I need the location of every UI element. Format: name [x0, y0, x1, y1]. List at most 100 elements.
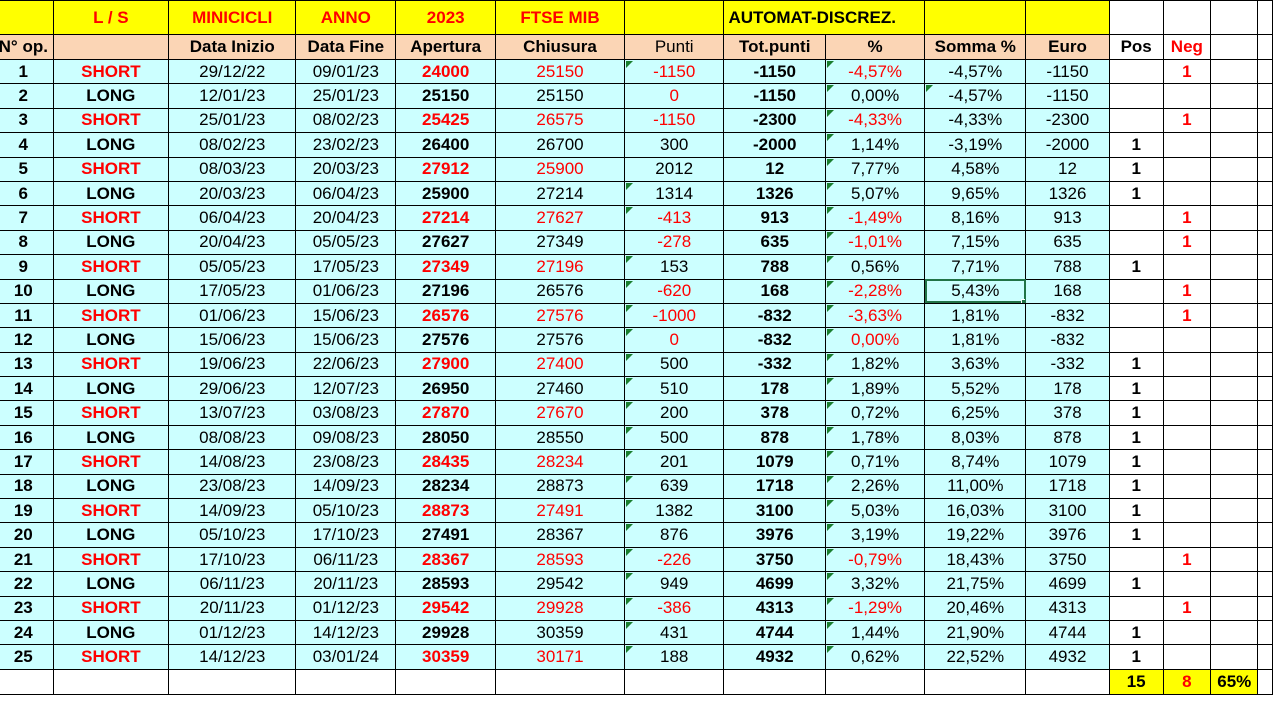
cell-euro[interactable]: -1150 [1025, 58, 1110, 85]
cell-data-fine[interactable]: 20/11/23 [295, 571, 397, 597]
cell-apertura[interactable]: 27349 [395, 254, 497, 280]
empty-cell[interactable] [1210, 619, 1259, 646]
cell-data-inizio[interactable]: 13/07/23 [168, 400, 297, 426]
col-header-somma-pct[interactable]: Somma % [924, 34, 1027, 60]
cell-somma-pct[interactable]: 4,58% [924, 156, 1027, 182]
empty-cell[interactable] [1257, 351, 1273, 378]
cell-data-inizio[interactable]: 06/11/23 [168, 571, 297, 597]
cell-punti[interactable]: 300 [623, 132, 725, 158]
cell-tot-punti[interactable]: 168 [723, 278, 826, 304]
cell-pos[interactable]: 1 [1108, 156, 1164, 182]
cell-chiusura[interactable]: 26575 [495, 107, 625, 134]
cell-pct[interactable]: 3,19% [824, 522, 926, 548]
cell-data-inizio[interactable]: 08/03/23 [168, 156, 297, 182]
cell-punti[interactable]: 200 [623, 400, 725, 426]
empty-cell[interactable] [1257, 595, 1273, 621]
cell-data-inizio[interactable]: 15/06/23 [168, 327, 297, 353]
cell-op-number[interactable]: 19 [0, 498, 54, 524]
col-header-chiusura[interactable]: Chiusura [495, 34, 625, 60]
cell-apertura[interactable]: 25900 [395, 180, 497, 207]
cell-tot-punti[interactable]: 635 [723, 229, 826, 256]
header-minicicli[interactable]: MINICICLI [168, 0, 297, 35]
empty-cell[interactable] [1210, 254, 1259, 280]
cell-tot-punti[interactable]: -832 [723, 302, 826, 329]
cell-somma-pct[interactable]: 16,03% [924, 498, 1027, 524]
cell-pos[interactable]: 1 [1108, 522, 1164, 548]
cell-apertura[interactable]: 28050 [395, 424, 497, 451]
cell-pos[interactable]: 1 [1108, 473, 1164, 500]
cell-pct[interactable]: -1,49% [824, 205, 926, 231]
cell-data-inizio[interactable]: 25/01/23 [168, 107, 297, 134]
cell-apertura[interactable]: 27627 [395, 229, 497, 256]
header-automat[interactable]: AUTOMAT-DISCREZ. [723, 0, 926, 35]
cell-tot-punti[interactable]: -2000 [723, 132, 826, 158]
col-header-punti[interactable]: Punti [623, 34, 725, 60]
cell-op-number[interactable]: 13 [0, 351, 54, 378]
cell-somma-pct[interactable]: 3,63% [924, 351, 1027, 378]
cell-chiusura[interactable]: 27349 [495, 229, 625, 256]
cell-apertura[interactable]: 25150 [395, 83, 497, 109]
cell-pos[interactable]: 1 [1108, 254, 1164, 280]
empty-cell[interactable] [1210, 0, 1259, 35]
cell-punti[interactable]: 0 [623, 327, 725, 353]
empty-cell[interactable] [623, 668, 725, 695]
cell-somma-pct[interactable]: 11,00% [924, 473, 1027, 500]
cell-chiusura[interactable]: 30171 [495, 644, 625, 670]
cell-long-short[interactable]: LONG [52, 522, 170, 548]
cell-pos[interactable] [1108, 83, 1164, 109]
cell-long-short[interactable]: SHORT [52, 400, 170, 426]
empty-cell[interactable] [1257, 229, 1273, 256]
header-anno[interactable]: ANNO [295, 0, 397, 35]
cell-chiusura[interactable]: 27576 [495, 302, 625, 329]
cell-punti[interactable]: 201 [623, 449, 725, 475]
cell-data-fine[interactable]: 23/08/23 [295, 449, 397, 475]
cell-chiusura[interactable]: 28873 [495, 473, 625, 500]
empty-cell[interactable] [1257, 302, 1273, 329]
cell-neg[interactable] [1162, 351, 1212, 378]
cell-data-inizio[interactable]: 12/01/23 [168, 83, 297, 109]
cell-chiusura[interactable]: 29928 [495, 595, 625, 621]
empty-cell[interactable] [1257, 58, 1273, 85]
cell-long-short[interactable]: LONG [52, 180, 170, 207]
cell-punti[interactable]: 1382 [623, 498, 725, 524]
cell-tot-punti[interactable]: 4744 [723, 619, 826, 646]
cell-tot-punti[interactable]: -2300 [723, 107, 826, 134]
cell-punti[interactable]: -1000 [623, 302, 725, 329]
empty-cell[interactable] [1257, 83, 1273, 109]
cell-apertura[interactable]: 28367 [395, 546, 497, 573]
cell-pos[interactable] [1108, 278, 1164, 304]
cell-chiusura[interactable]: 27670 [495, 400, 625, 426]
cell-data-fine[interactable]: 01/06/23 [295, 278, 397, 304]
cell-data-inizio[interactable]: 14/08/23 [168, 449, 297, 475]
cell-punti[interactable]: -413 [623, 205, 725, 231]
cell-pos[interactable]: 1 [1108, 132, 1164, 158]
cell-punti[interactable]: -620 [623, 278, 725, 304]
cell-data-inizio[interactable]: 23/08/23 [168, 473, 297, 500]
cell-apertura[interactable]: 26576 [395, 302, 497, 329]
cell-long-short[interactable]: LONG [52, 229, 170, 256]
cell-neg[interactable] [1162, 449, 1212, 475]
cell-chiusura[interactable]: 28367 [495, 522, 625, 548]
cell-pos[interactable] [1108, 546, 1164, 573]
cell-tot-punti[interactable]: 3750 [723, 546, 826, 573]
header-empty-cell[interactable] [0, 0, 54, 35]
cell-somma-pct[interactable]: 1,81% [924, 327, 1027, 353]
cell-long-short[interactable]: LONG [52, 571, 170, 597]
cell-euro[interactable]: 913 [1025, 205, 1110, 231]
cell-op-number[interactable]: 20 [0, 522, 54, 548]
cell-chiusura[interactable]: 29542 [495, 571, 625, 597]
cell-apertura[interactable]: 28593 [395, 571, 497, 597]
cell-pct[interactable]: 5,07% [824, 180, 926, 207]
header-empty-cell[interactable] [1025, 0, 1110, 35]
empty-cell[interactable] [1210, 205, 1259, 231]
cell-long-short[interactable]: SHORT [52, 546, 170, 573]
empty-cell[interactable] [0, 668, 54, 695]
cell-op-number[interactable]: 23 [0, 595, 54, 621]
cell-data-inizio[interactable]: 20/11/23 [168, 595, 297, 621]
cell-op-number[interactable]: 18 [0, 473, 54, 500]
cell-pct[interactable]: -2,28% [824, 278, 926, 304]
cell-punti[interactable]: 0 [623, 83, 725, 109]
cell-neg[interactable] [1162, 644, 1212, 670]
cell-pct[interactable]: 7,77% [824, 156, 926, 182]
cell-pct[interactable]: -3,63% [824, 302, 926, 329]
